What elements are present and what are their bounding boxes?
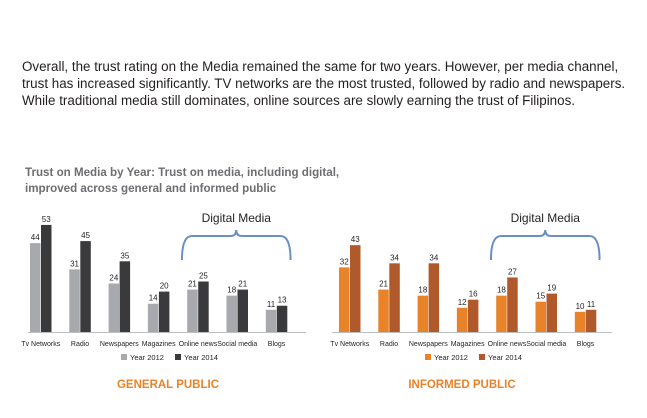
informed-data-label-radio-year-2014: 34 [390,253,399,262]
informed-bar-tv-networks-year-2012 [339,267,350,332]
general-bar-magazines-year-2012 [147,303,159,332]
general-legend-swatch-year-2014 [175,354,181,360]
informed-bar-blogs-year-2012 [574,311,586,332]
general-legend-label-year-2012: Year 2012 [130,353,164,362]
informed-data-label-online-news-year-2014: 27 [508,267,517,276]
informed-panel-title: INFORMED PUBLIC [408,379,515,391]
general-legend-swatch-year-2012 [121,354,127,360]
general-data-label-magazines-year-2014: 20 [160,282,169,291]
informed-digital-media-bracket [489,229,601,261]
informed-data-label-blogs-year-2012: 10 [576,302,585,311]
general-data-label-social-media-year-2014: 21 [238,280,247,289]
general-bar-social-media-year-2014 [237,289,248,332]
general-data-label-online-news-year-2012: 21 [188,280,197,289]
general-data-label-magazines-year-2012: 14 [149,294,158,303]
informed-digital-media-label: Digital Media [511,211,581,225]
general-data-label-radio-year-2014: 45 [81,231,90,240]
general-bar-tv-networks-year-2012 [30,243,41,332]
general-data-label-online-news-year-2014: 25 [199,272,208,281]
general-bar-radio-year-2014 [80,241,91,332]
informed-data-label-social-media-year-2012: 15 [536,292,545,301]
informed-data-label-blogs-year-2014: 11 [587,300,596,309]
general-bar-online-news-year-2014 [198,281,209,332]
informed-bar-radio-year-2012 [378,289,389,332]
informed-bar-newspapers-year-2012 [417,295,429,332]
informed-tick-label-newspapers: Newspapers [409,341,448,348]
general-data-label-newspapers-year-2014: 35 [120,251,129,260]
chart-subtitle: Trust on Media by Year: Trust on media, … [25,166,340,195]
general-tick-label-blogs: Blogs [268,341,286,348]
general-bar-newspapers-year-2012 [108,283,120,332]
general-legend-label-year-2014: Year 2014 [184,353,218,362]
general-bar-tv-networks-year-2014 [41,224,52,332]
intro-paragraph: Overall, the trust rating on the Media r… [22,59,626,108]
informed-data-label-social-media-year-2014: 19 [547,284,556,293]
general-bar-magazines-year-2014 [158,291,170,332]
general-bar-social-media-year-2012 [226,295,237,332]
informed-bar-magazines-year-2014 [467,299,479,332]
informed-legend-swatch-year-2014 [479,354,485,360]
general-bar-newspapers-year-2014 [119,261,131,332]
informed-data-label-tv-networks-year-2014: 43 [351,235,360,244]
informed-data-label-radio-year-2012: 21 [379,280,388,289]
informed-bar-newspapers-year-2014 [428,263,440,332]
general-tick-label-online-news: Online news [179,341,218,348]
informed-tick-label-blogs: Blogs [577,341,595,348]
informed-tick-label-social-media: Social media [526,341,566,348]
informed-data-label-newspapers-year-2012: 18 [418,286,427,295]
general-tick-label-newspapers: Newspapers [100,341,139,348]
informed-tick-label-magazines: Magazines [451,341,485,348]
informed-bar-social-media-year-2014 [546,293,557,332]
general-digital-media-label: Digital Media [202,211,272,225]
informed-data-label-magazines-year-2014: 16 [469,290,478,299]
general-data-label-newspapers-year-2012: 24 [109,274,118,283]
informed-bar-social-media-year-2012 [535,301,546,332]
informed-bar-blogs-year-2014 [585,309,597,332]
informed-bar-online-news-year-2012 [496,295,507,332]
general-bar-radio-year-2012 [69,269,80,332]
informed-bar-online-news-year-2014 [507,277,518,332]
informed-legend-label-year-2012: Year 2012 [434,353,468,362]
general-tick-label-social-media: Social media [217,341,257,348]
general-tick-label-tv-networks: Tv Networks [21,341,60,348]
general-bar-online-news-year-2012 [187,289,198,332]
general-digital-media-bracket [180,229,292,261]
general-data-label-tv-networks-year-2012: 44 [31,233,40,242]
general-tick-label-radio: Radio [71,341,89,348]
informed-data-label-magazines-year-2012: 12 [458,298,467,307]
general-bar-blogs-year-2014 [276,305,288,332]
informed-bar-tv-networks-year-2014 [350,245,361,332]
informed-tick-label-tv-networks: Tv Networks [330,341,369,348]
informed-public-chart: 32 43 Tv Networks 21 34 Radio 18 34 Newspapers 12… [330,211,612,391]
informed-legend-label-year-2014: Year 2014 [488,353,522,362]
informed-tick-label-radio: Radio [380,341,398,348]
informed-tick-label-online-news: Online news [488,341,527,348]
general-panel-title: GENERAL PUBLIC [117,379,219,391]
general-data-label-blogs-year-2014: 13 [278,296,287,305]
informed-data-label-tv-networks-year-2012: 32 [340,257,349,266]
informed-data-label-newspapers-year-2014: 34 [429,253,438,262]
informed-bar-magazines-year-2012 [456,307,468,332]
informed-data-label-online-news-year-2012: 18 [497,286,506,295]
general-data-label-tv-networks-year-2014: 53 [42,215,51,224]
informed-legend-swatch-year-2012 [425,354,431,360]
general-data-label-social-media-year-2012: 18 [227,286,236,295]
general-data-label-radio-year-2012: 31 [70,259,79,268]
general-tick-label-magazines: Magazines [142,341,176,348]
general-data-label-blogs-year-2012: 11 [267,300,276,309]
general-bar-blogs-year-2012 [265,309,277,332]
informed-bar-radio-year-2014 [389,263,400,332]
